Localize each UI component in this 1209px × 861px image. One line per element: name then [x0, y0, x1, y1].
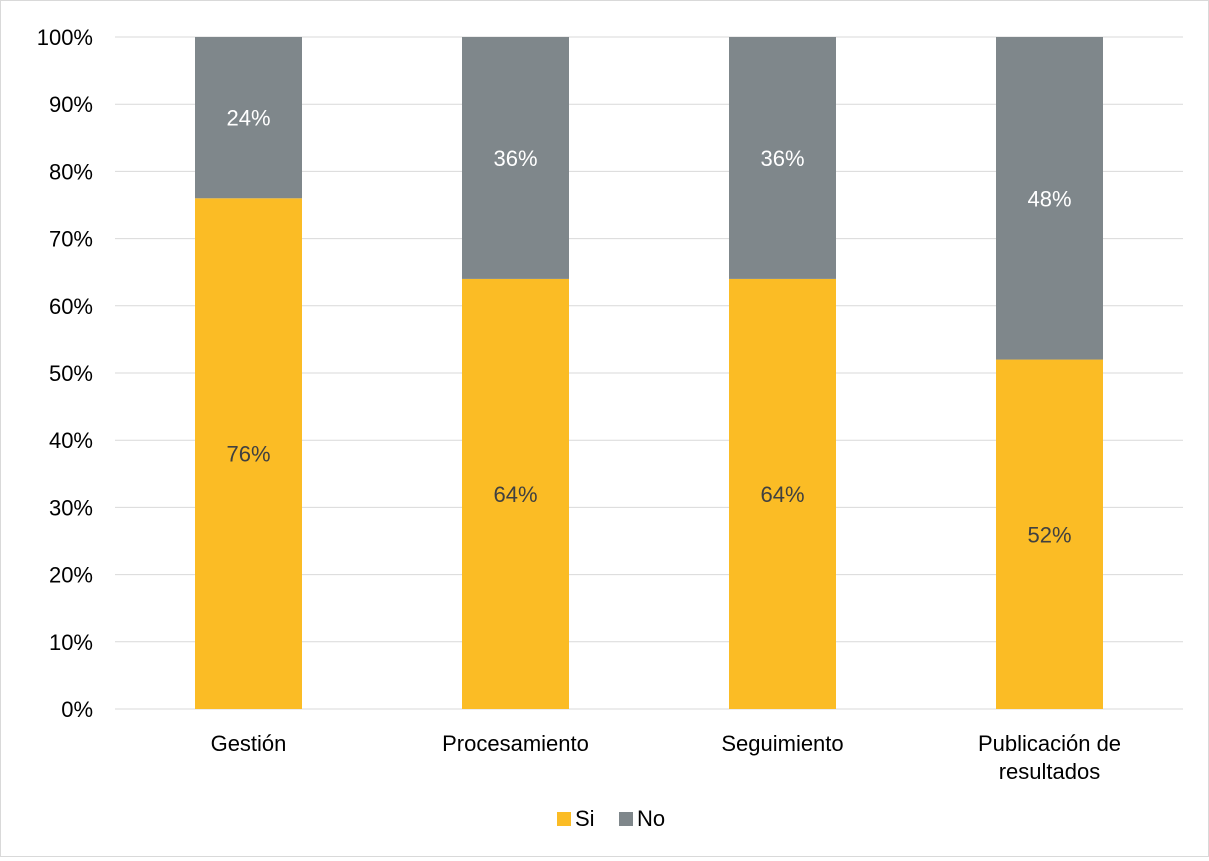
- y-tick-label: 80%: [49, 159, 93, 184]
- data-label: 52%: [1027, 522, 1071, 547]
- y-tick-label: 70%: [49, 227, 93, 252]
- data-label: 64%: [493, 482, 537, 507]
- y-tick-label: 20%: [49, 563, 93, 588]
- legend-swatch-no: [619, 812, 633, 826]
- data-label: 36%: [760, 146, 804, 171]
- x-axis-tick-labels: Gestión Procesamiento Seguimiento Publicaci…: [211, 731, 1121, 784]
- legend-swatch-si: [557, 812, 571, 826]
- x-tick-label: Publicación de resultados: [978, 731, 1121, 784]
- y-tick-label: 90%: [49, 92, 93, 117]
- data-label: 64%: [760, 482, 804, 507]
- x-tick-label: Procesamiento: [442, 731, 589, 756]
- data-labels: 76% 24% 64% 36% 64% 36% 52% 48%: [226, 106, 1071, 548]
- data-label: 24%: [226, 106, 270, 131]
- y-tick-label: 100%: [37, 25, 93, 50]
- y-tick-label: 30%: [49, 495, 93, 520]
- x-tick-label: Gestión: [211, 731, 287, 756]
- y-tick-label: 40%: [49, 428, 93, 453]
- bar-segment-no: [195, 37, 302, 199]
- legend-label-si: Si: [575, 806, 595, 831]
- data-label: 36%: [493, 146, 537, 171]
- y-tick-label: 0%: [61, 697, 93, 722]
- bar-segment-no: [729, 37, 836, 279]
- bar-segment-si: [195, 198, 302, 709]
- data-label: 76%: [226, 442, 270, 467]
- bar-segment-si: [462, 278, 569, 709]
- bar-segment-no: [462, 37, 569, 279]
- bar-segment-no: [996, 37, 1103, 360]
- y-tick-label: 60%: [49, 294, 93, 319]
- bar-segment-si: [729, 278, 836, 709]
- x-tick-label: Seguimiento: [721, 731, 843, 756]
- legend-label-no: No: [637, 806, 665, 831]
- y-tick-label: 50%: [49, 361, 93, 386]
- bar-segment-si: [996, 359, 1103, 709]
- data-label: 48%: [1027, 186, 1071, 211]
- y-axis-tick-labels: 0% 10% 20% 30% 40% 50% 60% 70% 80% 90% 100%: [37, 25, 93, 722]
- y-tick-label: 10%: [49, 630, 93, 655]
- legend: Si No: [557, 806, 665, 831]
- bars: [195, 37, 1103, 709]
